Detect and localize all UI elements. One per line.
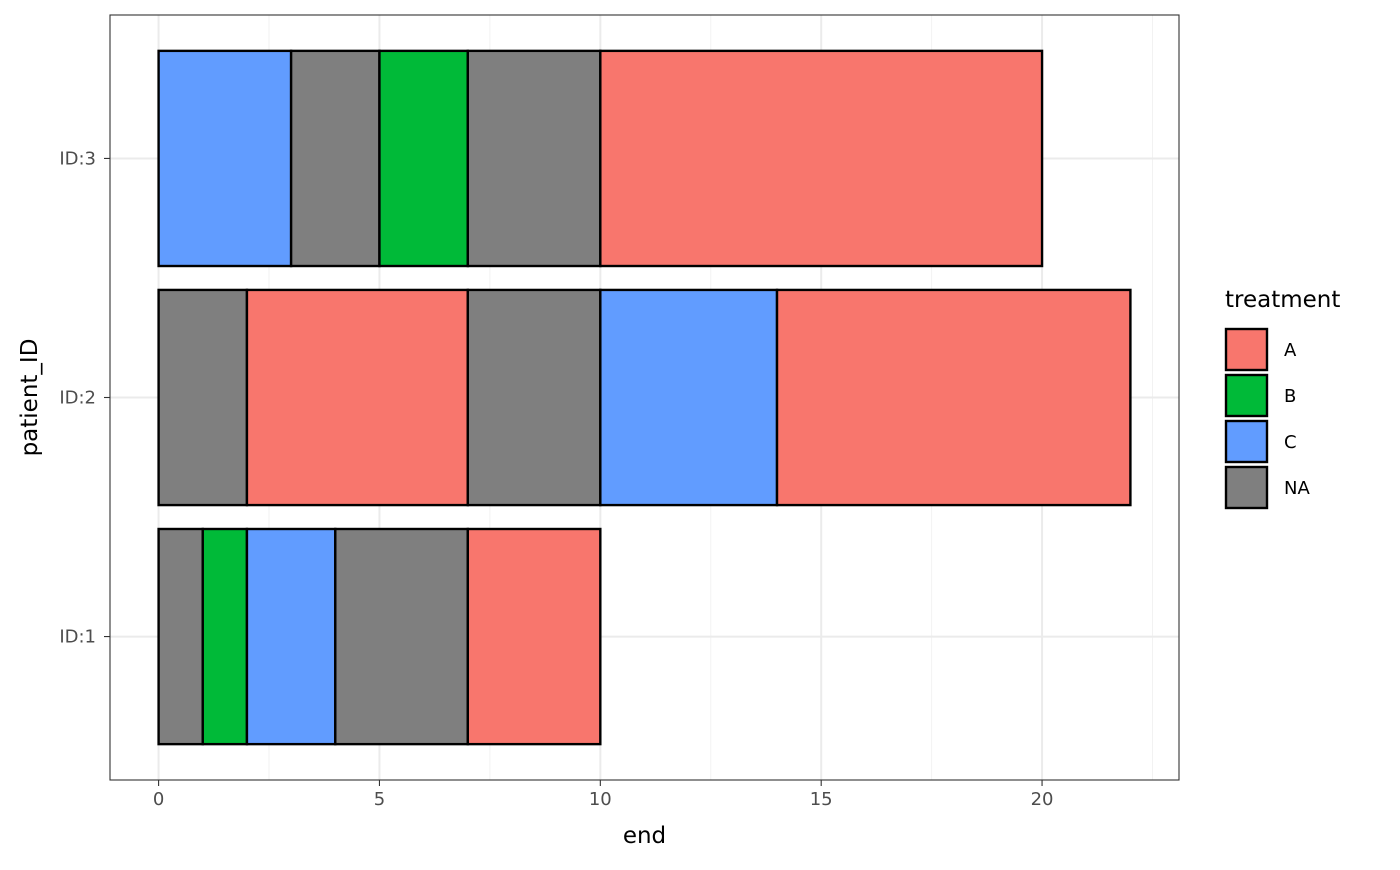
bar-segment-ID-3-na — [289, 49, 381, 268]
bar-segment-ID-3-na — [466, 49, 602, 268]
x-tick-label: 15 — [810, 789, 833, 810]
x-tick-label: 20 — [1031, 789, 1054, 810]
legend: treatment A B C NA — [1224, 287, 1340, 510]
legend-label-c: C — [1284, 432, 1297, 453]
legend-label-a: A — [1284, 340, 1297, 361]
bar-segment-ID-1-na — [334, 527, 470, 746]
bar-segment-ID-2-na — [157, 288, 249, 507]
x-tick-label: 0 — [153, 789, 164, 810]
bar-segment-ID-2-a — [775, 288, 1132, 507]
x-tick-label: 10 — [589, 789, 612, 810]
axes: 0 5 10 15 20 ID:1 ID:2 ID:3 — [59, 148, 1053, 810]
legend-title: treatment — [1225, 287, 1340, 313]
bar-segment-ID-3-c — [157, 49, 293, 268]
bar-segment-ID-1-a — [466, 527, 602, 746]
y-axis-title: patient_ID — [17, 339, 43, 457]
bar-segment-ID-1-b — [201, 527, 249, 746]
y-tick-label: ID:2 — [59, 388, 96, 409]
legend-label-na: NA — [1284, 478, 1310, 499]
bars — [157, 49, 1132, 746]
bar-segment-ID-3-a — [599, 49, 1044, 268]
legend-key-b — [1224, 373, 1269, 418]
x-axis-title: end — [623, 823, 666, 849]
bar-segment-ID-1-na — [157, 527, 204, 746]
y-tick-label: ID:1 — [59, 627, 96, 648]
legend-label-b: B — [1284, 386, 1296, 407]
y-tick-label: ID:3 — [59, 148, 96, 169]
bar-segment-ID-2-c — [599, 288, 779, 507]
bar-segment-ID-3-b — [378, 49, 470, 268]
legend-key-a — [1224, 327, 1269, 372]
x-tick-label: 5 — [374, 789, 385, 810]
legend-key-c — [1224, 419, 1269, 464]
bar-segment-ID-1-c — [245, 527, 337, 746]
legend-key-na — [1224, 465, 1269, 510]
bar-segment-ID-2-na — [466, 288, 602, 507]
bar-segment-ID-2-a — [245, 288, 470, 507]
